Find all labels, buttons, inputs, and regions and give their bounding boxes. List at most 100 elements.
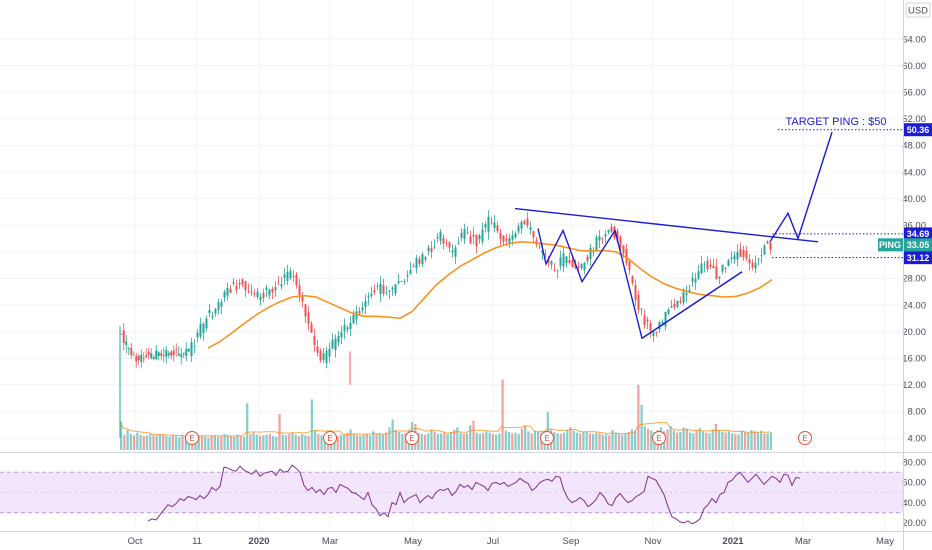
candle-body <box>298 285 301 296</box>
upper-level-tag-label: 34.69 <box>907 229 930 239</box>
candle-body <box>310 323 313 333</box>
candle-body <box>505 238 508 241</box>
volume-bar <box>249 434 252 450</box>
candle-body <box>514 233 517 238</box>
volume-bar <box>339 434 343 450</box>
time-tick-label: Oct <box>128 536 143 547</box>
candle-body <box>226 287 229 296</box>
price-tick-label: 48.00 <box>902 141 926 152</box>
candle-body <box>556 270 559 271</box>
candle-body <box>199 323 202 337</box>
candle-body <box>733 255 736 260</box>
candle-body <box>202 323 205 334</box>
candle-body <box>394 284 397 294</box>
candle-body <box>475 235 478 247</box>
volume-bar <box>139 434 142 450</box>
volume-bar <box>252 432 255 450</box>
candle-body <box>679 300 682 303</box>
earnings-marker <box>652 431 666 445</box>
volume-bar <box>740 430 743 450</box>
candle-body <box>763 245 766 255</box>
candle-body <box>190 341 193 357</box>
candle-body <box>147 351 150 355</box>
price-axis-background <box>904 0 932 531</box>
candle-body <box>364 300 367 308</box>
candle-body <box>634 285 637 301</box>
target-price-tag-label: 50.36 <box>907 125 930 135</box>
candle-body <box>205 318 208 329</box>
candle-body <box>274 287 277 291</box>
candle-body <box>244 281 247 291</box>
candle-body <box>637 294 640 310</box>
volume-bar <box>359 436 362 450</box>
candle-body <box>370 293 373 296</box>
volume-bar <box>595 432 598 450</box>
volume-bar <box>149 434 152 450</box>
volume-bar <box>769 432 773 450</box>
volume-bar <box>233 436 236 450</box>
volume-bar <box>317 434 320 450</box>
volume-bar <box>246 403 249 450</box>
time-tick-label: 2021 <box>722 536 744 547</box>
candle-body <box>448 242 451 248</box>
volume-bar <box>688 432 692 450</box>
candle-body <box>529 227 532 230</box>
candle-body <box>592 251 595 253</box>
volume-bar <box>569 427 572 450</box>
volume-bar <box>591 434 595 450</box>
volume-bar <box>165 436 168 450</box>
candle-body <box>127 348 130 349</box>
candle-body <box>532 231 535 238</box>
volume-bar <box>132 435 136 450</box>
volume-bar <box>604 434 608 450</box>
volume-bar <box>705 432 708 450</box>
candle-body <box>140 354 143 362</box>
candle-body <box>280 284 283 287</box>
candle-body <box>150 353 153 359</box>
candle-body <box>547 258 550 263</box>
volume-bar <box>475 432 478 450</box>
candle-body <box>700 263 703 274</box>
candle-body <box>694 278 697 283</box>
volume-bar <box>718 430 721 450</box>
currency-box[interactable] <box>905 2 931 18</box>
volume-bar <box>278 414 281 450</box>
candle-body <box>397 281 400 284</box>
volume-bar <box>711 429 714 450</box>
volume-bar <box>708 433 711 450</box>
volume-bar <box>239 436 242 450</box>
volume-bar <box>666 429 669 450</box>
volume-bar <box>575 432 579 450</box>
candle-body <box>460 232 463 238</box>
volume-bar <box>559 434 562 450</box>
rsi-line <box>147 464 801 525</box>
time-tick-label: May <box>876 536 894 547</box>
moving-average <box>207 240 773 349</box>
candle-body <box>691 277 694 282</box>
candle-body <box>670 306 673 308</box>
candle-body <box>340 332 343 338</box>
volume-bar <box>449 432 452 450</box>
candle-body <box>162 355 165 356</box>
candle-body <box>208 309 211 314</box>
candle-body <box>511 235 514 240</box>
last-price-symbol: PING <box>879 240 901 250</box>
price-tick-label: 56.00 <box>902 88 926 99</box>
candle-body <box>175 349 178 351</box>
volume-bar <box>485 431 488 450</box>
ma-line <box>207 240 773 349</box>
candle-body <box>165 349 168 357</box>
volume-bar <box>430 429 433 450</box>
candle-body <box>418 258 421 264</box>
candle-body <box>718 276 721 279</box>
candles <box>119 210 772 438</box>
candle-body <box>187 348 190 352</box>
candle-body <box>259 296 262 301</box>
candle-body <box>283 274 286 278</box>
volume-bar <box>420 434 423 450</box>
volume-bar <box>617 434 621 450</box>
volume-bar <box>598 433 601 450</box>
